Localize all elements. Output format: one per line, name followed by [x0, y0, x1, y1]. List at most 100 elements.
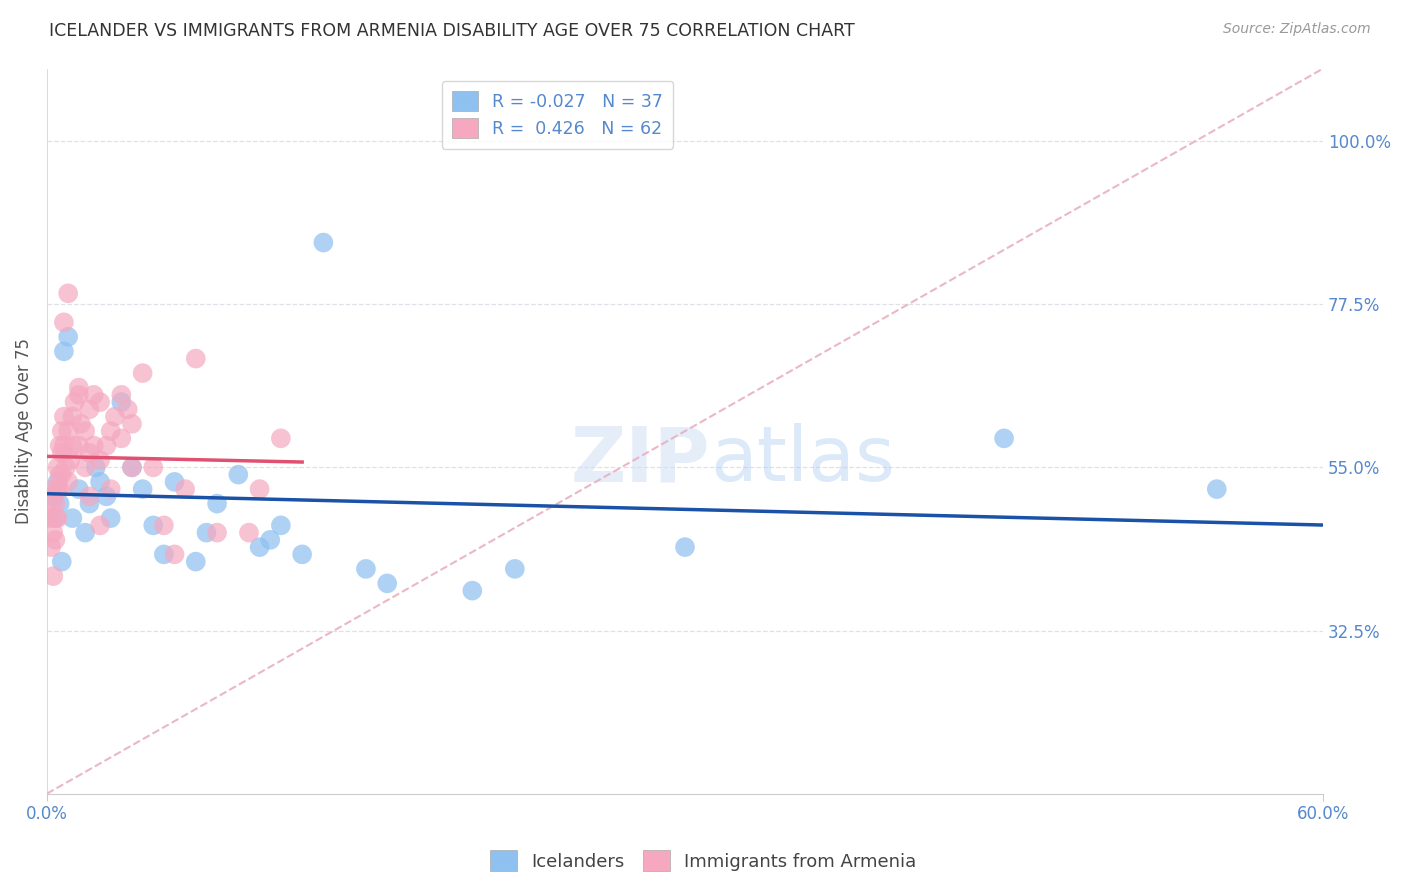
Point — [56, 475, 79, 489]
Point — [121, 417, 143, 431]
Point — [195, 525, 218, 540]
Point — [249, 482, 271, 496]
Point — [46, 482, 69, 496]
Point — [100, 424, 122, 438]
Point — [993, 431, 1015, 445]
Legend: Icelanders, Immigrants from Armenia: Icelanders, Immigrants from Armenia — [482, 843, 924, 879]
Point — [62, 409, 84, 424]
Point — [52, 409, 75, 424]
Point — [238, 525, 260, 540]
Point — [354, 562, 377, 576]
Point — [42, 569, 65, 583]
Point — [461, 583, 484, 598]
Point — [44, 533, 66, 547]
Point — [56, 330, 79, 344]
Point — [375, 576, 398, 591]
Point — [249, 540, 271, 554]
Point — [110, 388, 132, 402]
Point — [67, 381, 90, 395]
Point — [75, 525, 97, 540]
Point — [48, 439, 70, 453]
Point — [42, 482, 65, 496]
Point — [38, 511, 60, 525]
Point — [163, 475, 186, 489]
Point — [205, 525, 228, 540]
Point — [291, 547, 314, 561]
Point — [84, 460, 107, 475]
Point — [39, 540, 62, 554]
Point — [184, 555, 207, 569]
Point — [117, 402, 139, 417]
Point — [89, 475, 111, 489]
Point — [174, 482, 197, 496]
Point — [1205, 482, 1227, 496]
Point — [56, 424, 79, 438]
Point — [39, 497, 62, 511]
Point — [44, 511, 66, 525]
Point — [51, 555, 73, 569]
Point — [89, 453, 111, 467]
Point — [56, 286, 79, 301]
Point — [51, 424, 73, 438]
Point — [83, 388, 105, 402]
Point — [163, 547, 186, 561]
Point — [48, 482, 70, 496]
Point — [42, 489, 65, 503]
Point — [44, 497, 66, 511]
Point — [42, 525, 65, 540]
Point — [79, 489, 101, 503]
Legend: R = -0.027   N = 37, R =  0.426   N = 62: R = -0.027 N = 37, R = 0.426 N = 62 — [441, 81, 673, 149]
Point — [51, 446, 73, 460]
Point — [48, 497, 70, 511]
Point — [100, 482, 122, 496]
Point — [110, 431, 132, 445]
Point — [52, 439, 75, 453]
Point — [121, 460, 143, 475]
Point — [110, 395, 132, 409]
Point — [46, 511, 69, 525]
Point — [70, 417, 93, 431]
Point — [503, 562, 526, 576]
Point — [79, 402, 101, 417]
Point — [312, 235, 335, 250]
Text: Source: ZipAtlas.com: Source: ZipAtlas.com — [1223, 22, 1371, 37]
Point — [89, 395, 111, 409]
Point — [46, 475, 69, 489]
Point — [142, 460, 165, 475]
Point — [79, 446, 101, 460]
Point — [184, 351, 207, 366]
Point — [62, 439, 84, 453]
Point — [51, 467, 73, 482]
Point — [67, 482, 90, 496]
Point — [205, 497, 228, 511]
Point — [75, 424, 97, 438]
Point — [131, 482, 153, 496]
Point — [131, 366, 153, 380]
Point — [228, 467, 250, 482]
Point — [67, 439, 90, 453]
Point — [55, 460, 77, 475]
Point — [59, 453, 82, 467]
Point — [96, 489, 118, 503]
Point — [270, 431, 292, 445]
Point — [46, 460, 69, 475]
Point — [142, 518, 165, 533]
Point — [153, 547, 176, 561]
Point — [52, 315, 75, 329]
Point — [83, 439, 105, 453]
Point — [75, 460, 97, 475]
Point — [62, 511, 84, 525]
Point — [79, 497, 101, 511]
Point — [63, 395, 86, 409]
Point — [52, 344, 75, 359]
Y-axis label: Disability Age Over 75: Disability Age Over 75 — [15, 338, 32, 524]
Point — [673, 540, 696, 554]
Text: atlas: atlas — [710, 423, 896, 497]
Point — [44, 511, 66, 525]
Point — [89, 518, 111, 533]
Point — [67, 388, 90, 402]
Point — [104, 409, 127, 424]
Point — [96, 439, 118, 453]
Point — [270, 518, 292, 533]
Text: ZIP: ZIP — [571, 423, 710, 497]
